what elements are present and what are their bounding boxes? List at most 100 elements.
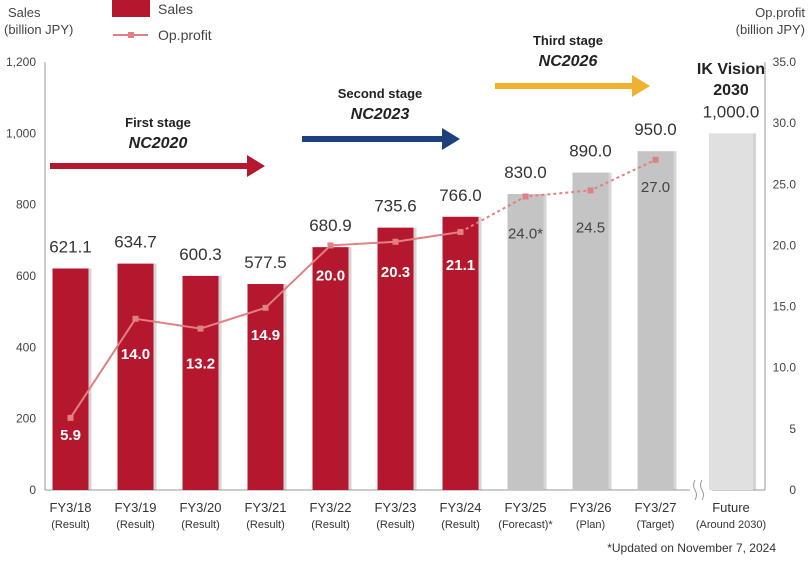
op-profit-value-label: 24.5 — [576, 219, 605, 236]
stage-title: Third stage — [533, 33, 603, 48]
stage-arrow-shaft — [50, 163, 249, 169]
legend-sales-label: Sales — [158, 1, 193, 17]
op-profit-line — [67, 156, 659, 421]
category-sublabel: (Result) — [311, 519, 350, 531]
right-tick-label: 25.0 — [773, 177, 797, 191]
vision-title: IK Vision — [697, 61, 765, 78]
op-profit-point — [132, 315, 139, 322]
stage-arrow-icon — [632, 75, 650, 97]
op-profit-value-label: 13.2 — [186, 356, 215, 373]
sales-bar — [182, 275, 219, 490]
sales-bar-edge — [153, 263, 157, 490]
op-profit-point — [262, 304, 269, 311]
sales-value-label: 1,000.0 — [703, 102, 760, 121]
axis-break-icon — [693, 479, 704, 501]
legend-op-profit-marker — [128, 32, 134, 38]
op-profit-value-label: 14.0 — [121, 346, 150, 363]
category-sublabel: (Plan) — [576, 519, 605, 531]
sales-value-label: 634.7 — [114, 233, 157, 252]
right-tick-label: 10.0 — [773, 361, 797, 375]
sales-bar-edge — [543, 193, 547, 490]
left-axis-title: Sales — [8, 5, 41, 20]
op-profit-value-label: 27.0 — [641, 179, 670, 196]
category-label: FY3/24 — [440, 500, 482, 515]
sales-value-label: 830.0 — [504, 163, 547, 182]
right-tick-label: 20.0 — [773, 238, 797, 252]
category-sublabel: (Result) — [116, 519, 155, 531]
op-profit-point — [522, 193, 529, 200]
stage-arrow-shaft — [302, 136, 444, 142]
update-note: *Updated on November 7, 2024 — [607, 541, 776, 555]
stage-name: NC2020 — [129, 135, 188, 152]
sales-bar — [377, 227, 414, 491]
category-label: FY3/22 — [310, 500, 352, 515]
left-tick-label: 800 — [16, 198, 36, 212]
stage-arrow-icon — [442, 128, 460, 150]
labels: 621.1 FY3/18 (Result) 634.7 FY3/19 (Result) 60… — [49, 0, 776, 555]
left-tick-label: 200 — [16, 412, 36, 426]
op-profit-point — [327, 242, 334, 249]
right-tick-label: 0 — [789, 483, 796, 497]
category-sublabel: (Result) — [246, 519, 285, 531]
op-profit-point — [587, 187, 594, 194]
sales-value-label: 621.1 — [49, 237, 92, 256]
category-label: FY3/26 — [570, 500, 612, 515]
stage-name: NC2026 — [539, 53, 598, 70]
sales-bar — [117, 263, 154, 490]
bars — [52, 133, 756, 491]
sales-bar — [52, 268, 89, 490]
sales-bar — [637, 151, 674, 490]
category-sublabel: (Result) — [376, 519, 415, 531]
category-label: Future — [712, 500, 750, 515]
sales-bar — [247, 284, 284, 490]
sales-bar — [507, 193, 544, 490]
sales-value-label: 890.0 — [569, 142, 612, 161]
category-label: FY3/23 — [375, 500, 417, 515]
op-profit-value-label: 5.9 — [60, 427, 81, 444]
category-sublabel: (Result) — [441, 519, 480, 531]
sales-bar — [709, 133, 753, 491]
sales-bar-edge — [608, 172, 612, 491]
category-sublabel: (Target) — [637, 519, 675, 531]
category-label: FY3/18 — [50, 500, 92, 515]
legend-op-profit-label: Op.profit — [158, 27, 212, 43]
op-profit-value-label: 21.1 — [446, 257, 475, 274]
left-tick-label: 0 — [29, 483, 36, 497]
left-tick-label: 1,000 — [6, 126, 36, 140]
sales-value-label: 950.0 — [634, 120, 677, 139]
stage-title: First stage — [125, 115, 191, 130]
vision-year: 2030 — [713, 82, 749, 99]
op-profit-value-label: 24.0* — [508, 226, 543, 243]
legend-sales-swatch — [112, 0, 150, 17]
sales-value-label: 766.0 — [439, 186, 482, 205]
right-tick-label: 35.0 — [773, 55, 797, 69]
category-sublabel: (Around 2030) — [696, 519, 766, 531]
op-profit-point — [652, 156, 659, 163]
category-label: FY3/20 — [180, 500, 222, 515]
left-tick-label: 600 — [16, 269, 36, 283]
category-label: FY3/25 — [505, 500, 547, 515]
sales-value-label: 735.6 — [374, 197, 417, 216]
left-tick-label: 1,200 — [6, 55, 36, 69]
sales-bar — [312, 247, 349, 490]
sales-value-label: 600.3 — [179, 245, 222, 264]
left-tick-label: 400 — [16, 340, 36, 354]
right-tick-label: 5 — [789, 422, 796, 436]
sales-bar-edge — [753, 133, 756, 491]
sales-bar-edge — [218, 275, 222, 490]
left-axis-unit: (billion JPY) — [4, 22, 73, 37]
op-profit-point — [392, 238, 399, 245]
op-profit-line-forecast — [460, 158, 656, 233]
sales-bar-edge — [88, 268, 92, 490]
category-sublabel: (Result) — [51, 519, 90, 531]
category-label: FY3/21 — [245, 500, 287, 515]
op-profit-value-label: 14.9 — [251, 327, 280, 344]
stage-name: NC2023 — [351, 106, 410, 123]
sales-bar-edge — [413, 227, 417, 491]
right-axis-unit: (billion JPY) — [736, 22, 805, 37]
right-tick-label: 15.0 — [773, 300, 797, 314]
sales-value-label: 680.9 — [309, 216, 352, 235]
sales-bar — [442, 216, 479, 490]
sales-bar — [572, 172, 609, 491]
